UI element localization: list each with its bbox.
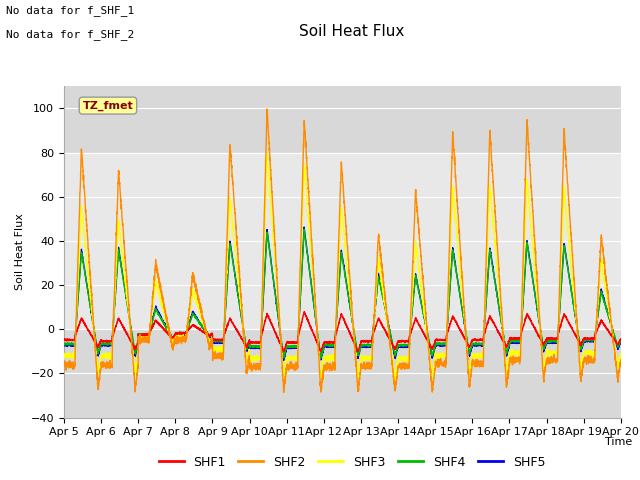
Text: Soil Heat Flux: Soil Heat Flux [300, 24, 404, 39]
Y-axis label: Soil Heat Flux: Soil Heat Flux [15, 214, 25, 290]
Text: No data for f_SHF_2: No data for f_SHF_2 [6, 29, 134, 40]
Legend: SHF1, SHF2, SHF3, SHF4, SHF5: SHF1, SHF2, SHF3, SHF4, SHF5 [154, 451, 550, 474]
Text: No data for f_SHF_1: No data for f_SHF_1 [6, 5, 134, 16]
Text: TZ_fmet: TZ_fmet [83, 100, 133, 111]
X-axis label: Time: Time [605, 437, 632, 447]
Bar [64, 153, 621, 329]
